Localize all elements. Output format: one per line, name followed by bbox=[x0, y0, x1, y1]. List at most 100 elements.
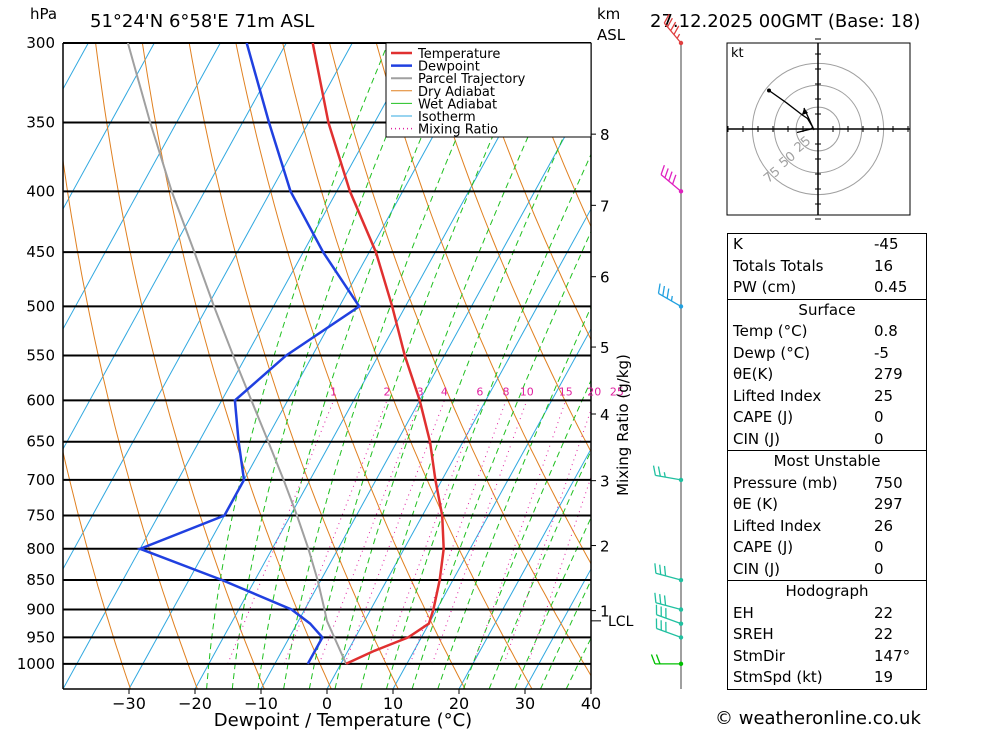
wind-barb-dot bbox=[678, 40, 684, 46]
pressure-tick-label: 750 bbox=[26, 506, 55, 524]
index-value: 0 bbox=[874, 559, 884, 578]
x-tick-label: −10 bbox=[244, 694, 278, 713]
index-label: Lifted Index bbox=[733, 516, 822, 535]
wet-adiabat-line bbox=[463, 379, 591, 689]
wind-barb-flag bbox=[654, 592, 657, 603]
wind-barb-flag bbox=[673, 25, 680, 35]
wind-barb-flag bbox=[663, 565, 667, 576]
wet-adiabat-line bbox=[411, 230, 591, 689]
hodograph-end-point bbox=[767, 88, 771, 93]
footer-credit[interactable]: © weatheronline.co.uk bbox=[715, 708, 921, 729]
pressure-tick-label: 650 bbox=[26, 433, 55, 451]
wind-barb-dot bbox=[678, 661, 684, 667]
wind-barb-staff bbox=[655, 602, 682, 611]
mixing-ratio-line bbox=[382, 400, 481, 664]
height-tick-label: 2 bbox=[600, 538, 610, 556]
wind-barb-staff bbox=[656, 614, 682, 625]
x-tick-label: 10 bbox=[383, 694, 403, 713]
height-tick-label: 8 bbox=[600, 126, 610, 144]
index-label: CIN (J) bbox=[733, 559, 781, 578]
wind-barb-dot bbox=[678, 304, 684, 309]
mixing-ratio-line bbox=[473, 400, 567, 664]
mixing-ratio-value-label: 1 bbox=[330, 385, 337, 398]
isotherm-line bbox=[128, 43, 485, 689]
dry-adiabat-line bbox=[235, 43, 466, 689]
storm-motion-arrowhead bbox=[802, 108, 808, 115]
mixing-ratio-value-label: 8 bbox=[503, 385, 510, 398]
isotherm-line bbox=[194, 43, 551, 689]
pressure-tick-label: 350 bbox=[26, 113, 55, 131]
index-row: θE(K) 279 bbox=[728, 364, 926, 386]
dry-adiabat-line bbox=[984, 43, 1000, 689]
index-row: CAPE (J) 0 bbox=[728, 407, 926, 429]
wind-barb-flag bbox=[663, 472, 666, 478]
pressure-tick-label: 450 bbox=[26, 243, 55, 261]
index-label: Pressure (mb) bbox=[733, 473, 838, 492]
x-tick-label: 30 bbox=[515, 694, 535, 713]
isotherm-line bbox=[63, 43, 419, 689]
mixing-ratio-value-label: 4 bbox=[441, 385, 448, 398]
pressure-tick-label: 600 bbox=[26, 391, 55, 409]
index-row: StmDir 147° bbox=[728, 646, 926, 668]
height-tick-label: 6 bbox=[600, 269, 610, 287]
mixing-ratio-line bbox=[503, 408, 591, 664]
wet-adiabat-line bbox=[283, 43, 498, 689]
hodograph-section: Hodograph EH 22 SREH 22 StmDir 147° StmSpd … bbox=[728, 580, 926, 689]
wind-barb-flag bbox=[660, 164, 665, 175]
index-label: Temp (°C) bbox=[733, 322, 808, 340]
dry-adiabat-line bbox=[63, 449, 131, 689]
dry-adiabat-line bbox=[469, 43, 591, 341]
section-title: Most Unstable bbox=[773, 452, 881, 470]
dry-adiabat-line bbox=[516, 43, 591, 228]
wind-barb-dot bbox=[678, 607, 684, 612]
mixing-ratio-value-label: 2 bbox=[384, 385, 391, 398]
index-value: 0 bbox=[874, 538, 884, 556]
wind-barb-flag bbox=[655, 654, 661, 665]
parcel-trajectory-profile-line bbox=[126, 43, 348, 665]
legend-item-label: Dry Adiabat bbox=[418, 85, 495, 100]
index-value: -45 bbox=[874, 235, 899, 253]
height-tick-label: 1 bbox=[600, 603, 610, 621]
index-label: Dewp (°C) bbox=[733, 343, 811, 362]
wet-adiabat-line bbox=[385, 153, 591, 689]
index-row-pw: PW (cm) 0.45 bbox=[728, 277, 926, 299]
mixing-ratio-value-label: 15 bbox=[559, 385, 573, 398]
pressure-tick-label: 1000 bbox=[17, 655, 55, 673]
height-tick-label: 4 bbox=[600, 406, 610, 424]
dry-adiabat-line bbox=[63, 156, 198, 689]
legend-item-label: Mixing Ratio bbox=[418, 123, 498, 138]
x-tick-label: 0 bbox=[322, 694, 332, 713]
wet-adiabat-line bbox=[257, 43, 462, 689]
index-value: 147° bbox=[874, 646, 911, 665]
isotherm-line bbox=[0, 43, 22, 689]
index-label: Totals Totals bbox=[733, 256, 824, 275]
wind-barb-staff bbox=[660, 174, 682, 192]
wind-barb-flag bbox=[663, 14, 670, 24]
mixing-ratio-value-label: 10 bbox=[520, 385, 534, 398]
index-label: StmSpd (kt) bbox=[733, 668, 823, 686]
dry-adiabat-line bbox=[188, 43, 399, 689]
index-row-totals: Totals Totals 16 bbox=[728, 256, 926, 278]
wind-barb-staff bbox=[658, 292, 682, 307]
wind-barb-flag bbox=[654, 563, 657, 574]
index-label: PW (cm) bbox=[733, 278, 797, 296]
wind-barb-dot bbox=[678, 189, 684, 194]
index-row: Lifted Index 26 bbox=[728, 516, 926, 538]
indices-table: K -45 Totals Totals 16 PW (cm) 0.45 Surf… bbox=[727, 233, 927, 690]
dry-adiabat-line bbox=[95, 43, 265, 689]
index-value: 750 bbox=[874, 473, 903, 492]
isotherm-line bbox=[524, 567, 591, 689]
wet-adiabat-line bbox=[206, 43, 389, 689]
index-value: 297 bbox=[874, 495, 903, 513]
hodograph-trace bbox=[768, 89, 814, 134]
dry-adiabat-line bbox=[938, 43, 1000, 689]
dry-adiabat-line bbox=[329, 43, 591, 677]
isotherm-line bbox=[458, 447, 591, 689]
isotherm-line bbox=[63, 43, 353, 571]
wind-barb-staff bbox=[655, 474, 682, 481]
index-row: Pressure (mb) 750 bbox=[728, 473, 926, 495]
height-tick-label: 5 bbox=[600, 339, 610, 357]
index-row: θE (K) 297 bbox=[728, 494, 926, 516]
section-title: Surface bbox=[798, 300, 856, 319]
